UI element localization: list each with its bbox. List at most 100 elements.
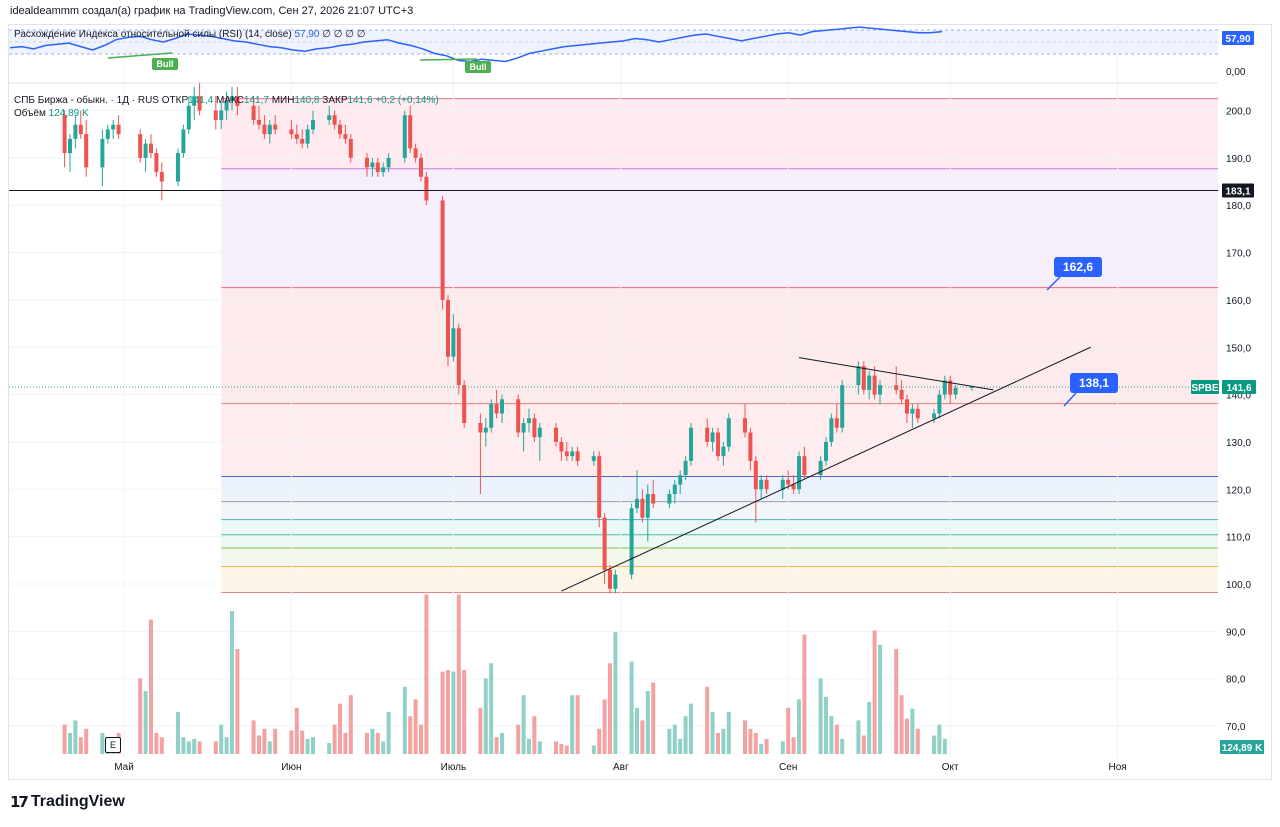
volume-bar <box>73 720 78 754</box>
chart-frame[interactable] <box>8 24 1272 780</box>
trendline[interactable] <box>561 346 1091 592</box>
candle-body <box>478 423 483 433</box>
volume-bar <box>597 728 602 754</box>
main-legend[interactable]: СПБ Биржа - обыкн. · 1Д · RUS ОТКР141,4 … <box>14 95 439 106</box>
volume-bar <box>872 630 877 754</box>
candle-body <box>197 96 202 111</box>
candle-body <box>446 299 450 357</box>
tradingview-logo[interactable]: 𝟭𝟳 TradingView <box>10 793 125 811</box>
trendline[interactable] <box>798 357 994 391</box>
volume-bar <box>829 716 834 754</box>
time-axis: Май Июн Июль Авг Сен Окт Ноя <box>114 762 1126 773</box>
candle-body <box>332 115 337 125</box>
candle-body <box>424 176 429 201</box>
target-callout-138-pointer <box>1063 392 1077 407</box>
volume-bar <box>554 741 558 754</box>
volume-bar <box>424 594 429 754</box>
volume-bar <box>818 678 823 754</box>
volume-bar <box>262 728 267 754</box>
volume-bar <box>500 733 504 754</box>
volume-bar <box>300 730 305 754</box>
target-callout-162-box[interactable] <box>1054 257 1102 277</box>
candle-body <box>159 172 164 182</box>
candle-body <box>235 96 240 106</box>
volume-bar <box>181 737 186 754</box>
volume-bar <box>446 670 450 754</box>
volume-bar <box>381 741 386 754</box>
price-axis-tick: 140,0 <box>1226 391 1251 402</box>
candle-body <box>575 451 580 461</box>
volume-bar <box>834 724 839 754</box>
fib-band <box>221 501 1218 520</box>
candle-body <box>230 96 234 102</box>
volume-bar <box>672 724 677 754</box>
volume-bar <box>235 649 240 754</box>
volume-bar <box>759 743 764 754</box>
volume-bar <box>635 707 639 754</box>
candle-body <box>640 498 645 518</box>
volume-bar <box>678 738 683 754</box>
time-axis-label: Ноя <box>1108 762 1126 773</box>
volume-bar <box>532 716 537 754</box>
candle-body <box>521 423 526 433</box>
drawing-lines <box>9 190 1218 592</box>
candle-body <box>716 432 720 457</box>
target-callout-138-box[interactable] <box>1070 373 1118 393</box>
symbol-name[interactable]: СПБ Биржа - обыкн. · 1Д · RUS <box>14 95 159 106</box>
candle-body <box>186 105 191 130</box>
rsi-legend-value: 57,90 <box>294 29 320 40</box>
volume-bar <box>413 699 418 754</box>
rsi-legend-name: Расхождение Индекса относительной силы (… <box>14 29 292 40</box>
volume-bar <box>386 712 391 754</box>
time-axis-label: Май <box>114 762 134 773</box>
candle-body <box>953 387 958 395</box>
rsi-legend[interactable]: Расхождение Индекса относительной силы (… <box>14 29 365 40</box>
price-axis-tick: 100,0 <box>1226 580 1251 591</box>
time-axis-label: Июн <box>281 762 301 773</box>
candle-body <box>629 508 634 575</box>
volume-bar <box>143 691 148 754</box>
volume-last-badge-box <box>1220 740 1264 754</box>
volume-bar <box>640 720 645 754</box>
high-value: 141,7 <box>243 95 269 106</box>
candle-body <box>559 441 564 452</box>
price-badges: 57,90 0,00 183,1 141,6 SPBE 124,89 K 162,6 138,… <box>1046 31 1264 754</box>
candle-body <box>262 124 267 135</box>
candle-body <box>68 138 72 154</box>
candle-body <box>84 134 89 168</box>
volume-bar <box>294 707 299 754</box>
candle-body <box>948 380 953 395</box>
candle-body <box>111 124 116 130</box>
volume-legend[interactable]: Объём 124,89 K <box>14 108 89 119</box>
volume-bar <box>802 634 807 754</box>
volume-bar <box>764 738 769 754</box>
price-axis-tick: 80,0 <box>1226 675 1246 686</box>
candle-body <box>213 110 218 120</box>
candle-body <box>154 153 159 173</box>
volume-bar <box>602 699 607 754</box>
volume-bar <box>483 678 488 754</box>
candle-body <box>500 399 504 414</box>
candle-body <box>942 380 947 395</box>
candle-body <box>743 418 747 433</box>
candle-body <box>780 479 785 490</box>
candle-body <box>440 200 445 300</box>
fib-band <box>221 566 1218 593</box>
candle-body <box>294 134 299 139</box>
volume-bar <box>408 716 413 754</box>
volume-bar <box>824 696 828 754</box>
bull-label-box[interactable] <box>152 58 178 70</box>
bull-label-box[interactable] <box>465 61 491 73</box>
ticker-badge: SPBE <box>1191 383 1219 394</box>
volume-bar <box>343 733 348 754</box>
candle-body <box>257 119 261 125</box>
candle-body <box>705 427 710 442</box>
volume-bar <box>559 743 564 754</box>
volume-bar <box>537 741 542 754</box>
candle-body <box>597 456 602 518</box>
earnings-badge[interactable]: E <box>105 737 121 753</box>
candle-body <box>829 418 834 442</box>
volume-bar <box>743 720 747 754</box>
rsi-line[interactable] <box>9 26 943 63</box>
